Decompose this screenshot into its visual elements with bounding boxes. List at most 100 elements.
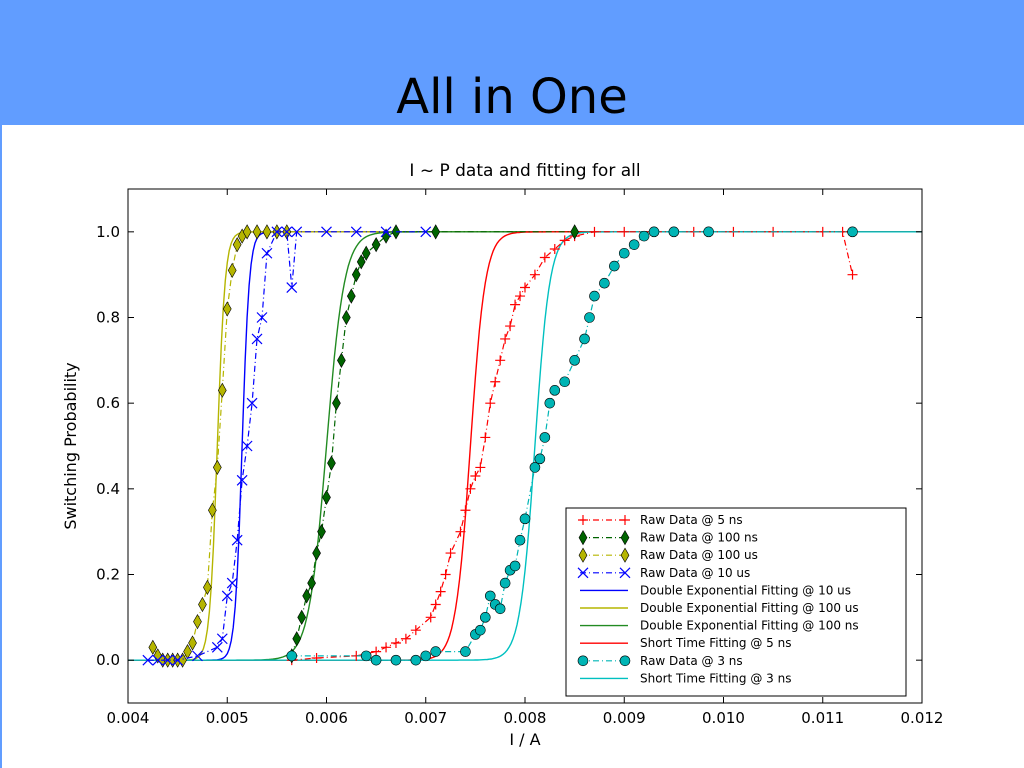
legend-label: Short Time Fitting @ 3 ns — [640, 671, 791, 685]
y-tick-label: 1.0 — [96, 223, 120, 241]
legend-label: Short Time Fitting @ 5 ns — [640, 636, 791, 650]
data-point-circle — [648, 226, 660, 238]
data-point-circle — [618, 247, 630, 259]
data-point-diamond — [578, 529, 588, 546]
data-point-diamond — [198, 596, 207, 613]
data-point-plus — [510, 299, 521, 310]
x-tick-label: 0.005 — [206, 709, 249, 727]
legend-label: Raw Data @ 100 us — [640, 548, 758, 562]
data-point-x — [241, 440, 253, 452]
data-point-x — [420, 226, 432, 238]
data-point-diamond — [307, 575, 316, 591]
y-axis-label: Switching Probability — [61, 362, 80, 529]
data-point-diamond — [322, 489, 331, 506]
data-point-plus — [500, 333, 511, 344]
data-point-diamond — [203, 579, 212, 595]
raw-series — [286, 226, 858, 666]
data-point-circle — [668, 226, 680, 238]
data-point-circle — [420, 650, 432, 662]
data-point-diamond — [208, 502, 217, 518]
title-band — [0, 0, 1024, 125]
data-point-diamond — [317, 524, 326, 540]
data-point-diamond — [620, 529, 630, 546]
x-tick-label: 0.012 — [901, 709, 944, 727]
data-point-x — [221, 590, 233, 602]
data-point-circle — [509, 560, 521, 572]
data-point-circle — [569, 355, 580, 366]
data-point-plus — [520, 282, 530, 293]
legend: Raw Data @ 5 ns Raw Data @ 100 ns Raw Data… — [565, 507, 907, 697]
data-point-plus — [311, 653, 322, 664]
data-point-circle — [360, 650, 372, 662]
data-point-plus — [470, 470, 481, 481]
data-point-x — [162, 654, 174, 666]
data-point-x — [286, 282, 298, 293]
y-tick-label: 0.6 — [96, 394, 120, 412]
data-point-diamond — [302, 588, 311, 604]
data-point-circle — [589, 290, 600, 302]
data-point-x — [619, 567, 631, 579]
data-point-circle — [619, 655, 631, 667]
legend-label: Double Exponential Fitting @ 10 us — [640, 583, 851, 597]
data-point-diamond — [356, 254, 366, 270]
raw-series-line — [147, 231, 426, 661]
data-point-x — [192, 650, 203, 662]
y-tick-label: 0.2 — [96, 566, 120, 584]
data-point-circle — [286, 650, 298, 662]
data-point-plus — [505, 321, 516, 332]
data-point-diamond — [431, 224, 441, 240]
data-point-x — [281, 226, 293, 238]
data-point-diamond — [342, 309, 351, 326]
data-point-diamond — [570, 224, 579, 240]
data-point-circle — [599, 277, 610, 289]
legend-label: Raw Data @ 3 ns — [640, 654, 743, 668]
data-point-circle — [410, 654, 422, 666]
data-point-diamond — [351, 267, 361, 283]
data-point-diamond — [327, 455, 336, 471]
slide-title: All in One — [396, 69, 628, 125]
legend-label: Raw Data @ 5 ns — [640, 513, 743, 527]
y-tick-label: 0.8 — [96, 309, 120, 327]
data-point-plus — [435, 586, 446, 597]
data-point-circle — [514, 534, 526, 546]
raw-series — [142, 226, 432, 666]
data-point-x — [172, 654, 184, 666]
data-point-circle — [579, 333, 590, 345]
data-point-plus — [490, 376, 501, 387]
data-point-plus — [475, 462, 486, 473]
data-point-plus — [619, 226, 630, 237]
data-point-circle — [847, 226, 858, 238]
data-point-diamond — [188, 635, 197, 651]
data-point-circle — [479, 612, 491, 623]
data-point-x — [142, 654, 154, 666]
data-point-diamond — [227, 262, 237, 278]
data-point-diamond — [292, 631, 302, 647]
data-point-circle — [638, 230, 650, 242]
data-point-diamond — [232, 237, 242, 253]
chart-title: I ~ P data and fitting for all — [409, 161, 640, 181]
data-point-diamond — [361, 245, 371, 261]
y-tick-label: 0.0 — [96, 651, 120, 669]
data-point-diamond — [371, 237, 381, 253]
data-point-plus — [539, 252, 550, 263]
data-point-x — [236, 474, 248, 486]
legend-label: Double Exponential Fitting @ 100 ns — [640, 619, 859, 633]
legend-label: Raw Data @ 100 ns — [640, 531, 758, 545]
data-point-x — [226, 577, 238, 589]
data-point-circle — [539, 432, 551, 443]
data-point-diamond — [312, 545, 321, 561]
data-point-circle — [475, 624, 486, 636]
data-point-diamond — [242, 224, 252, 240]
data-point-diamond — [193, 614, 202, 630]
y-tick-label: 0.4 — [96, 480, 120, 498]
data-point-x — [152, 654, 164, 666]
data-point-plus — [430, 599, 441, 610]
data-point-circle — [499, 577, 511, 589]
data-point-plus — [559, 235, 570, 246]
x-tick-label: 0.010 — [702, 709, 745, 727]
data-point-circle — [534, 453, 546, 465]
data-point-plus — [400, 633, 411, 644]
data-point-plus — [578, 515, 588, 525]
data-point-diamond — [262, 224, 272, 240]
